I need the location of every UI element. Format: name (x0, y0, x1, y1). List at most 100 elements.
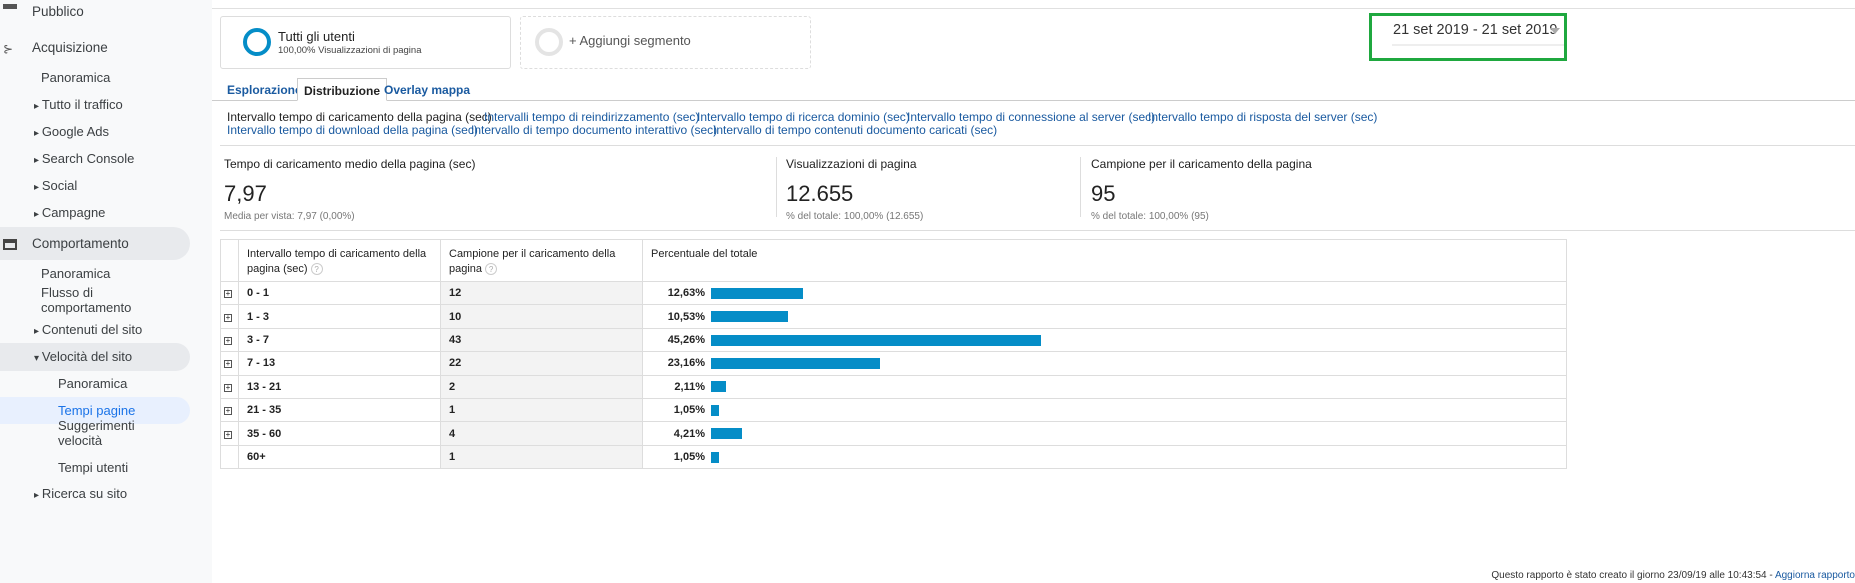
column-header-range[interactable]: Intervallo tempo di caricamento della pa… (238, 239, 441, 282)
percent-cell: 45,26% (642, 327, 1567, 353)
sample-cell: 12 (440, 280, 643, 306)
sidebar-item-panoramica[interactable]: Panoramica (41, 266, 110, 281)
segment-circle-icon (243, 28, 271, 56)
sidebar-item-label: Search Console (41, 151, 135, 166)
divider (212, 100, 1855, 101)
percent-bar (711, 381, 727, 393)
range-cell: 60+ (238, 444, 441, 470)
sidebar-item-social[interactable]: ▸ Social (34, 178, 77, 193)
table-row: +3 - 7 43 45,26% (220, 327, 1567, 353)
expand-cell: + (220, 280, 239, 306)
dimension-link[interactable]: Intervallo tempo di download della pagin… (227, 123, 478, 137)
report-footer: Questo rapporto è stato creato il giorno… (1491, 570, 1855, 581)
table-row: 60+ 1 1,05% (220, 444, 1567, 470)
sample-cell: 10 (440, 304, 643, 329)
date-range-text: 21 set 2019 - 21 set 2019 (1393, 22, 1558, 38)
expand-plus-icon[interactable]: + (224, 312, 232, 322)
expand-cell: + (220, 374, 239, 399)
date-range-picker[interactable]: 21 set 2019 - 21 set 2019 (1369, 13, 1567, 61)
dropdown-arrow-icon (1550, 28, 1560, 39)
divider (220, 145, 1855, 146)
sidebar-item-label: Google Ads (41, 124, 110, 139)
refresh-report-link[interactable]: Aggiorna rapporto (1774, 570, 1855, 581)
help-icon[interactable]: ? (310, 263, 323, 275)
sidebar-item-suggerimenti-velocit-[interactable]: Suggerimenti velocità (58, 418, 158, 448)
sidebar-item-panoramica[interactable]: Panoramica (58, 376, 127, 391)
sidebar-item-google-ads[interactable]: ▸ Google Ads (34, 124, 109, 139)
dimension-link[interactable]: Intervallo tempo di caricamento della pa… (227, 110, 492, 124)
expand-plus-icon[interactable]: + (224, 429, 232, 439)
sidebar-item-tempi-utenti[interactable]: Tempi utenti (58, 460, 128, 475)
sidebar-item-label: Acquisizione (32, 40, 108, 55)
range-cell: 0 - 1 (238, 280, 441, 306)
sidebar-item-comportamento[interactable]: Comportamento (32, 236, 129, 251)
tab-distribuzione[interactable]: Distribuzione (297, 78, 388, 101)
dimension-link[interactable]: Intervallo tempo di risposta del server … (1148, 110, 1378, 124)
sidebar-highlight (0, 343, 190, 371)
sidebar-item-velocit-del-sito[interactable]: ▾ Velocità del sito (34, 349, 132, 364)
help-icon[interactable]: ? (485, 263, 498, 275)
dimension-link[interactable]: Intervalli tempo di reindirizzamento (se… (484, 110, 700, 124)
dimension-link[interactable]: Intervallo di tempo contenuti documento … (713, 123, 998, 137)
sidebar-item-label: Pubblico (32, 4, 84, 19)
sidebar-item-contenuti-del-sito[interactable]: ▸ Contenuti del sito (34, 322, 142, 337)
table-row: +21 - 35 1 1,05% (220, 397, 1567, 423)
expand-cell: + (220, 351, 239, 376)
sidebar-item-label: Flusso di comportamento (41, 285, 132, 315)
segment-sub: 100,00% Visualizzazioni di pagina (278, 45, 422, 56)
dimension-link[interactable]: Intervallo tempo di ricerca dominio (sec… (697, 110, 910, 124)
sidebar-item-label: Tutto il traffico (41, 97, 123, 112)
metric-page-load-sample: Campione per il caricamento della pagina… (1091, 157, 1312, 222)
column-header-percent[interactable]: Percentuale del totale (642, 239, 1567, 282)
acquisition-icon: ⊱ (3, 42, 14, 56)
caret-right-icon: ▸ (34, 326, 42, 337)
sidebar-item-label: Tempi utenti (58, 460, 129, 475)
caret-down-icon: ▾ (34, 353, 42, 364)
table-row: +0 - 1 12 12,63% (220, 280, 1567, 306)
sidebar-item-acquisizione[interactable]: Acquisizione (32, 40, 108, 55)
sample-cell: 43 (440, 327, 643, 353)
expand-plus-icon[interactable]: + (224, 335, 232, 345)
sidebar-item-flusso-di-comportamento[interactable]: Flusso di comportamento (41, 285, 141, 315)
range-cell: 21 - 35 (238, 397, 441, 423)
percent-cell: 12,63% (642, 280, 1567, 306)
dimension-link[interactable]: Intervallo tempo di connessione al serve… (907, 110, 1156, 124)
sidebar-item-label: Social (41, 178, 78, 193)
percent-text: 10,53% (667, 310, 705, 323)
dimension-link[interactable]: Intervallo di tempo documento interattiv… (471, 123, 718, 137)
expand-plus-icon[interactable]: + (224, 359, 232, 369)
sidebar-item-label: Panoramica (58, 376, 128, 391)
sidebar-item-campagne[interactable]: ▸ Campagne (34, 205, 105, 220)
sidebar-item-label: Panoramica (41, 70, 111, 85)
sidebar-item-label: Comportamento (32, 236, 129, 251)
tab-esplorazione[interactable]: Esplorazione (227, 83, 302, 97)
divider (776, 157, 777, 217)
sidebar-item-label: Tempi pagine (58, 403, 136, 418)
expand-plus-icon[interactable]: + (224, 382, 232, 392)
sample-cell: 22 (440, 351, 643, 376)
sidebar-item-pubblico[interactable]: Pubblico (32, 4, 84, 19)
sidebar-item-tutto-il-traffico[interactable]: ▸ Tutto il traffico (34, 97, 123, 112)
sample-cell: 1 (440, 444, 643, 470)
percent-cell: 23,16% (642, 351, 1567, 376)
expand-cell: + (220, 421, 239, 446)
percent-cell: 2,11% (642, 374, 1567, 399)
sample-cell: 4 (440, 421, 643, 446)
tab-overlay-mappa[interactable]: Overlay mappa (384, 83, 471, 97)
percent-cell: 1,05% (642, 444, 1567, 470)
add-segment-button[interactable]: + Aggiungi segmento (520, 16, 811, 69)
column-header-sample[interactable]: Campione per il caricamento della pagina… (440, 239, 643, 282)
sidebar-item-search-console[interactable]: ▸ Search Console (34, 151, 134, 166)
footer-text: Questo rapporto è stato creato il giorno… (1491, 570, 1775, 581)
table-row: +1 - 3 10 10,53% (220, 304, 1567, 329)
sidebar-item-label: Campagne (41, 205, 106, 220)
expand-plus-icon[interactable]: + (224, 289, 232, 299)
segment-all-users[interactable]: Tutti gli utenti 100,00% Visualizzazioni… (220, 16, 511, 69)
sample-cell: 1 (440, 397, 643, 423)
sidebar-item-tempi-pagine[interactable]: Tempi pagine (58, 403, 135, 418)
expand-plus-icon[interactable]: + (224, 406, 232, 416)
sidebar-item-panoramica[interactable]: Panoramica (41, 70, 110, 85)
table-row: +7 - 13 22 23,16% (220, 351, 1567, 376)
sidebar-item-ricerca-su-sito[interactable]: ▸ Ricerca su sito (34, 486, 127, 501)
sidebar-item-label: Ricerca su sito (41, 486, 128, 501)
